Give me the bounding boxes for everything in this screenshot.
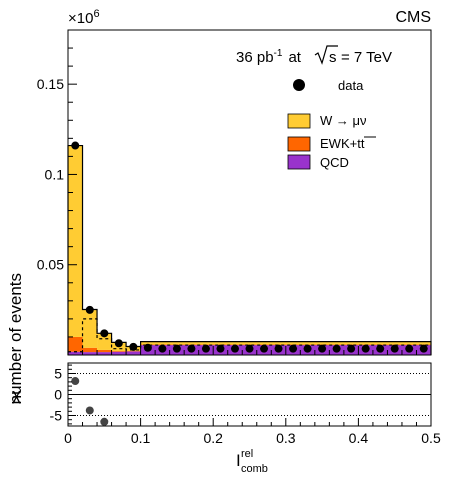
- data-point: [173, 345, 181, 353]
- y-tick-label: 0.15: [37, 76, 64, 92]
- ratio-point: [100, 418, 108, 426]
- stack-bar-ewktt-2: [97, 350, 112, 352]
- data-point: [246, 345, 254, 353]
- ratio-y-tick-label: 0: [54, 387, 62, 403]
- data-point: [260, 345, 268, 353]
- data-point: [304, 345, 312, 353]
- x-axis-title-sup: rel: [241, 448, 253, 460]
- stack-bar-ewktt-3: [112, 351, 127, 352]
- data-point: [347, 345, 355, 353]
- stack-bar-ewktt-1: [83, 348, 98, 352]
- ratio-point: [86, 406, 94, 414]
- stack-bar-qcd-4: [126, 351, 141, 355]
- x-tick-label: 0: [64, 430, 72, 446]
- legend-ewk-label: EWK+tt: [320, 136, 365, 151]
- main-panel: 0.05 0.1 0.15 ×106 CMS 36 pb-1 at s = 7 TeV…: [6, 8, 431, 404]
- data-point: [362, 345, 370, 353]
- x-tick-label: 0.3: [276, 430, 296, 446]
- data-point: [187, 345, 195, 353]
- x-tick-label: 0.4: [349, 430, 369, 446]
- data-point: [129, 343, 137, 351]
- legend-w-swatch: [288, 114, 310, 128]
- ratio-y-title: χ: [12, 385, 21, 404]
- y-tick-label: 0.05: [37, 257, 64, 273]
- data-point: [71, 142, 79, 150]
- x-axis-title-sub: comb: [241, 463, 268, 475]
- legend-ewk-swatch: [288, 137, 310, 151]
- legend-data-marker: [293, 79, 305, 91]
- y-exponent-label: ×106: [68, 8, 100, 27]
- x-tick-label: 0.1: [131, 430, 151, 446]
- lumi-label: 36 pb-1 at: [236, 48, 302, 66]
- experiment-label: CMS: [395, 9, 431, 26]
- main-plot-frame: [68, 30, 431, 355]
- stack-bar-ewktt-0: [68, 337, 83, 352]
- legend-w-label: W → μν: [320, 113, 366, 128]
- data-point: [289, 345, 297, 353]
- data-point: [333, 345, 341, 353]
- data-point: [86, 306, 94, 314]
- data-point: [144, 344, 152, 352]
- energy-label: = 7 TeV: [341, 49, 392, 66]
- data-point: [231, 345, 239, 353]
- ratio-y-tick-label: -5: [50, 408, 63, 424]
- data-point: [216, 345, 224, 353]
- data-point: [100, 329, 108, 337]
- data-point: [391, 345, 399, 353]
- x-tick-label: 0.2: [203, 430, 223, 446]
- legend-qcd-swatch: [288, 155, 310, 169]
- ratio-y-axis: 5 0 -5: [50, 365, 76, 424]
- y-tick-label: 0.1: [45, 166, 65, 182]
- x-tick-label: 0.5: [421, 430, 441, 446]
- data-point: [405, 345, 413, 353]
- data-point: [318, 345, 326, 353]
- ratio-panel: 50-5 0 0.1 0.2 0.3 0.4 0.5 χ I rel comb: [12, 363, 441, 475]
- data-point: [115, 339, 123, 347]
- ratio-y-tick-label: 5: [54, 366, 62, 382]
- sqrt-s-label: s: [329, 49, 337, 66]
- legend-data-label: data: [338, 78, 364, 93]
- data-point: [376, 345, 384, 353]
- legend-qcd-label: QCD: [320, 155, 349, 170]
- data-point: [158, 345, 166, 353]
- data-point: [275, 345, 283, 353]
- stack-bar-w-1: [83, 310, 98, 348]
- data-point: [202, 345, 210, 353]
- data-point: [420, 345, 428, 353]
- ratio-point: [71, 377, 79, 385]
- stack-bar-ewktt-5: [141, 345, 431, 346]
